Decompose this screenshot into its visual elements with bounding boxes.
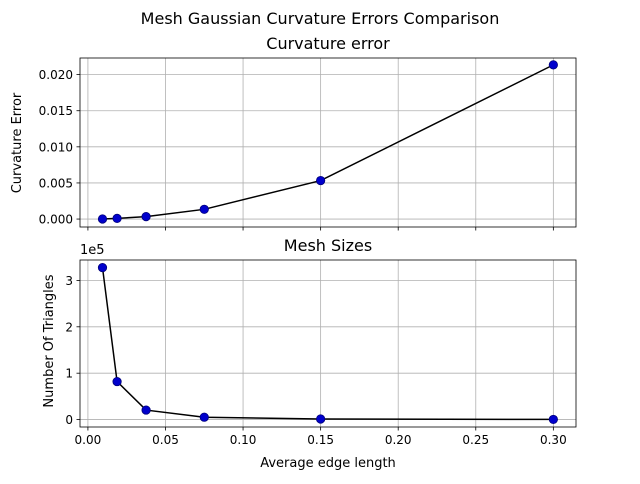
mesh-sizes-data-point — [548, 414, 558, 425]
mesh-sizes-x-tick-label: 0.20 — [385, 433, 412, 447]
mesh-sizes-data-point — [141, 405, 151, 415]
curvature-error-title: Curvature error — [266, 34, 390, 53]
curvature-error-data-point — [199, 204, 209, 214]
curvature-error-data-point — [97, 214, 108, 224]
curvature-error-data-point — [316, 175, 326, 186]
mesh-sizes-x-tick-label: 0.30 — [540, 433, 567, 447]
figure-suptitle: Mesh Gaussian Curvature Errors Compariso… — [141, 9, 500, 28]
curvature-error-axes-frame — [79, 57, 577, 228]
mesh-sizes-xlabel: Average edge length — [260, 456, 396, 471]
mesh-sizes-series-line — [101, 267, 554, 421]
mesh-sizes-x-tick-label: 0.05 — [152, 433, 179, 447]
mesh-sizes-y-offset: 1e5 — [80, 243, 105, 258]
mesh-sizes-data-point — [199, 412, 209, 422]
mesh-sizes-y-tick-label: 2 — [65, 320, 73, 334]
curvature-error-series-line — [102, 64, 554, 220]
mesh-sizes-x-tick-label: 0.10 — [230, 433, 257, 447]
curvature-error-y-tick-label: 0.005 — [39, 176, 73, 190]
curvature-error-y-tick-label: 0.020 — [39, 68, 73, 82]
mesh-sizes-data-point — [112, 376, 122, 387]
curvature-error-y-tick-label: 0.015 — [39, 104, 73, 118]
mesh-sizes-y-tick-label: 1 — [65, 367, 73, 381]
mesh-sizes-x-tick-label: 0.15 — [307, 433, 334, 447]
curvature-error-data-point — [141, 212, 151, 222]
curvature-error-data-point — [112, 213, 122, 224]
mesh-sizes-x-tick-label: 0.25 — [462, 433, 489, 447]
mesh-sizes-data-point — [97, 262, 108, 273]
mesh-sizes-y-tick-label: 3 — [65, 274, 73, 288]
curvature-error-data-point — [548, 60, 558, 70]
curvature-error-plot: 0.000 0.005 0.010 0.015 0.020 Curvature erro… — [10, 34, 577, 231]
mesh-sizes-ylabel: Number Of Triangles — [42, 274, 57, 407]
curvature-error-y-tick-label: 0.010 — [39, 140, 73, 154]
mesh-sizes-title: Mesh Sizes — [284, 236, 372, 255]
mesh-sizes-y-tick-label: 0 — [65, 413, 73, 427]
curvature-error-y-tick-label: 0.000 — [39, 213, 73, 227]
mesh-sizes-data-point — [316, 414, 326, 424]
mesh-sizes-x-tick-label: 0.00 — [75, 433, 102, 447]
mesh-sizes-plot: 0.00 0.05 0.10 0.15 0.20 0.25 0.30 0 1 2 3 Mesh Si… — [42, 236, 577, 471]
curvature-error-ylabel: Curvature Error — [10, 92, 25, 193]
mesh-sizes-axes-frame — [79, 259, 577, 428]
